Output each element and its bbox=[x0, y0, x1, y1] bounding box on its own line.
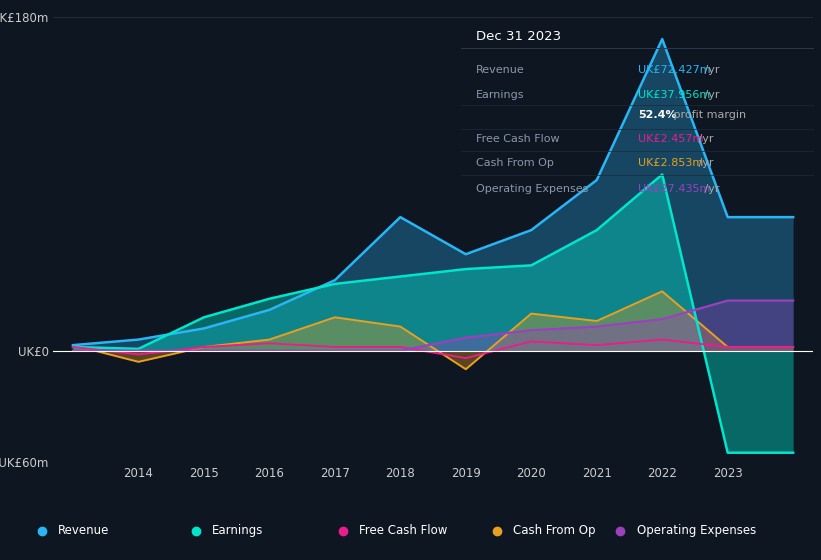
Text: Free Cash Flow: Free Cash Flow bbox=[475, 134, 559, 144]
Text: Cash From Op: Cash From Op bbox=[475, 158, 553, 168]
Text: /yr: /yr bbox=[701, 66, 720, 76]
Text: UK£2.853m: UK£2.853m bbox=[638, 158, 703, 168]
Text: Revenue: Revenue bbox=[475, 66, 525, 76]
Text: UK£27.435m: UK£27.435m bbox=[638, 184, 710, 194]
Text: UK£37.956m: UK£37.956m bbox=[638, 90, 710, 100]
Text: Free Cash Flow: Free Cash Flow bbox=[359, 524, 447, 537]
Text: Revenue: Revenue bbox=[57, 524, 109, 537]
Text: Earnings: Earnings bbox=[212, 524, 264, 537]
Text: Operating Expenses: Operating Expenses bbox=[475, 184, 588, 194]
Text: UK£72.427m: UK£72.427m bbox=[638, 66, 710, 76]
Text: Earnings: Earnings bbox=[475, 90, 524, 100]
Text: 52.4%: 52.4% bbox=[638, 110, 677, 120]
Text: UK£2.457m: UK£2.457m bbox=[638, 134, 704, 144]
Text: profit margin: profit margin bbox=[670, 110, 745, 120]
Text: /yr: /yr bbox=[695, 158, 713, 168]
Text: /yr: /yr bbox=[701, 184, 720, 194]
Text: Dec 31 2023: Dec 31 2023 bbox=[475, 30, 561, 43]
Text: Operating Expenses: Operating Expenses bbox=[636, 524, 756, 537]
Text: /yr: /yr bbox=[695, 134, 713, 144]
Text: /yr: /yr bbox=[701, 90, 720, 100]
Text: Cash From Op: Cash From Op bbox=[513, 524, 596, 537]
